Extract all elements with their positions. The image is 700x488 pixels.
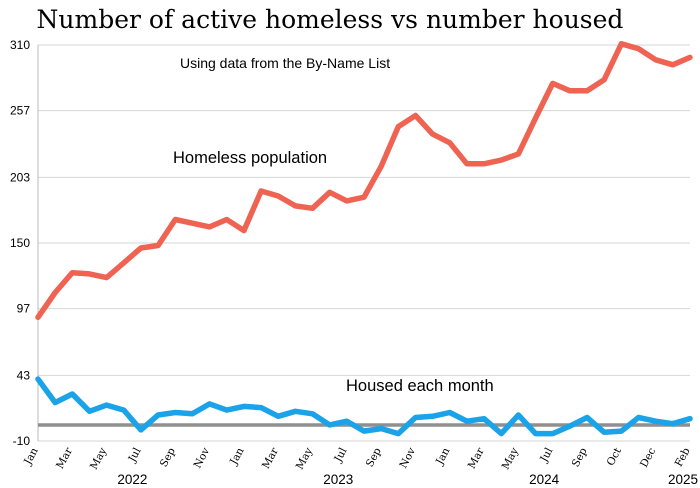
x-tick-label: May [500, 446, 521, 472]
chart-annotation: Using data from the By-Name List [180, 55, 390, 71]
year-label: 2023 [323, 472, 353, 487]
y-tick-label: 310 [10, 38, 30, 52]
series-label-homeless: Homeless population [173, 149, 327, 167]
chart-title: Number of active homeless vs number hous… [37, 5, 624, 34]
x-tick-label: Nov [192, 446, 213, 471]
x-tick-label: Jul [332, 445, 350, 465]
x-tick-label: May [88, 446, 109, 472]
x-tick-label: Sep [364, 446, 384, 470]
x-tick-label: Sep [158, 446, 178, 470]
x-tick-label: Dec [638, 446, 658, 470]
y-tick-label: 257 [10, 104, 30, 118]
y-tick-label: 203 [10, 170, 30, 184]
y-tick-label: 97 [17, 302, 31, 316]
y-tick-label: -10 [13, 434, 31, 448]
year-label: 2024 [529, 472, 560, 487]
x-tick-label: Jan [227, 446, 246, 468]
year-label: 2025 [668, 472, 698, 487]
x-tick-label: Feb [673, 446, 693, 469]
x-tick-label: Jan [21, 446, 40, 468]
x-tick-label: Jul [538, 445, 556, 465]
x-tick-label: Sep [570, 446, 590, 470]
homeless-population-line [35, 41, 693, 321]
gridlines [38, 44, 690, 442]
x-tick-label: Mar [260, 445, 281, 471]
x-tick-label: Mar [466, 445, 487, 471]
y-axis: 310 257 203 150 97 43 -10 [10, 38, 39, 448]
x-tick-label: Jan [433, 446, 452, 468]
x-tick-label: Jul [126, 445, 144, 465]
x-tick-label: May [294, 446, 315, 472]
series-label-housed: Housed each month [346, 377, 494, 395]
y-tick-label: 150 [10, 236, 30, 250]
x-tick-label: Mar [54, 445, 75, 471]
x-tick-label: Nov [397, 446, 418, 471]
x-axis: Jan Mar May Jul Sep Nov Jan Mar May Jul Sep Nov Jan M… [21, 445, 698, 487]
x-tick-label: Oct [605, 445, 625, 468]
y-tick-label: 43 [17, 368, 31, 382]
year-label: 2022 [117, 472, 147, 487]
series-lines [35, 41, 693, 437]
housed-each-month-line [35, 376, 693, 437]
